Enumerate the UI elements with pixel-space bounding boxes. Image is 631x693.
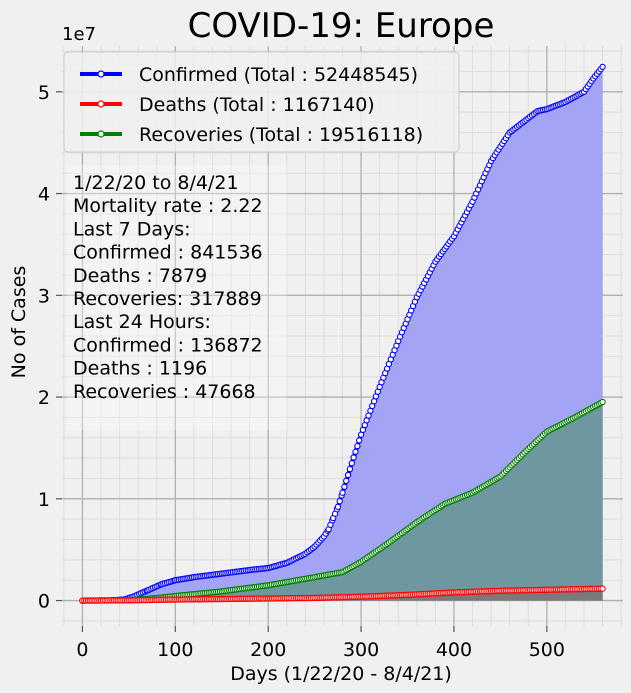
annotation-line: Deaths : 7879 — [73, 265, 207, 287]
legend-label: Recoveries (Total : 19516118) — [139, 124, 423, 146]
series-point-1 — [599, 585, 606, 592]
annotation-line: Last 7 Days: — [73, 218, 191, 240]
annotation-line: Deaths : 1196 — [73, 358, 207, 380]
y-tick-label: 0 — [38, 591, 50, 613]
series-point-0 — [336, 498, 343, 505]
annotation-line: Confirmed : 841536 — [73, 242, 263, 264]
series-point-0 — [346, 465, 354, 473]
legend-marker — [97, 130, 105, 138]
series-point-0 — [334, 503, 342, 511]
series-point-0 — [350, 454, 357, 461]
annotation-line: Mortality rate : 2.22 — [73, 195, 263, 217]
series-point-0 — [344, 471, 352, 479]
series-point-0 — [354, 442, 361, 450]
legend-marker — [97, 100, 105, 108]
series-point-2 — [599, 398, 606, 406]
series-fills — [82, 66, 603, 601]
legend-marker — [97, 70, 105, 78]
y-tick-label: 1 — [38, 489, 50, 511]
annotation-line: Confirmed : 136872 — [73, 334, 263, 356]
x-tick-label: 500 — [529, 639, 565, 661]
axis-ticks: 0 100 200 300 400 500 0 1 2 3 4 5 — [38, 82, 565, 661]
legend-items: Confirmed (Total : 52448545) Deaths (Tota… — [80, 64, 423, 146]
series-fill-1 — [82, 588, 603, 601]
series-fill-2 — [82, 402, 603, 601]
series-point-0 — [348, 460, 355, 467]
y-axis-label: No of Cases — [8, 266, 30, 379]
y-tick-label: 4 — [38, 184, 50, 206]
annotation-line: Recoveries: 317889 — [73, 288, 262, 310]
x-tick-label: 100 — [157, 639, 193, 661]
legend-label: Confirmed (Total : 52448545) — [139, 64, 418, 86]
series-point-0 — [341, 483, 348, 490]
x-tick-label: 300 — [343, 639, 379, 661]
annotation-line: 1/22/20 to 8/4/21 — [73, 172, 239, 194]
series-point-0 — [599, 63, 606, 71]
y-multiplier-label: 1e7 — [62, 24, 96, 45]
series-point-0 — [339, 489, 346, 496]
x-axis-label: Days (1/22/20 - 8/4/21) — [230, 663, 452, 685]
annotation-box — [67, 165, 287, 430]
chart-title: COVID-19: Europe — [188, 6, 495, 46]
y-tick-label: 2 — [38, 387, 50, 409]
annotation-line: Last 24 Hours: — [73, 311, 211, 333]
x-tick-label: 0 — [76, 639, 88, 661]
series-lines — [79, 63, 606, 604]
series-point-0 — [356, 437, 363, 444]
legend: Confirmed (Total : 52448545) Deaths (Tota… — [63, 51, 460, 153]
series-point-0 — [352, 448, 359, 455]
x-tick-label: 200 — [250, 639, 286, 661]
x-tick-label: 400 — [436, 639, 472, 661]
series-fill-0 — [82, 66, 603, 601]
y-tick-label: 5 — [38, 82, 50, 104]
legend-label: Deaths (Total : 1167140) — [139, 94, 375, 116]
y-tick-label: 3 — [38, 285, 50, 307]
annotation-line: Recoveries : 47668 — [73, 381, 256, 403]
series-point-0 — [343, 477, 350, 485]
legend-frame — [63, 51, 460, 153]
